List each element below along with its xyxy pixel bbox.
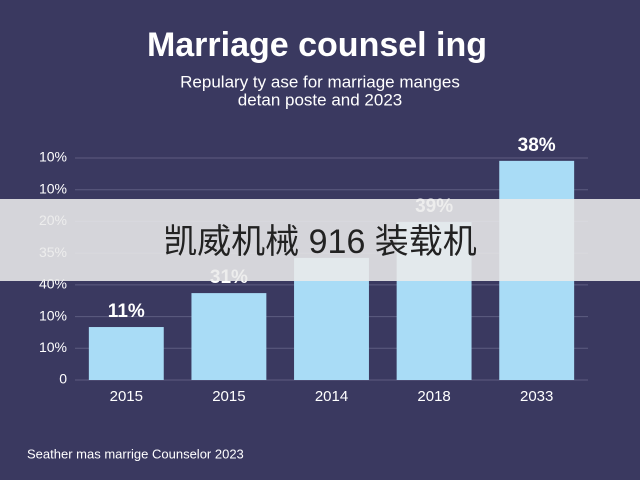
y-tick-label: 10%: [39, 307, 67, 323]
overlay: 凯威机械 916 装载机: [0, 199, 640, 281]
bar: [88, 327, 164, 380]
chart-subtitle: Repulary ty ase for marriage manges: [180, 72, 460, 91]
bar: [191, 293, 267, 380]
x-tick-label: 2014: [315, 388, 348, 405]
x-tick-label: 2018: [417, 388, 450, 405]
y-tick-label: 10%: [39, 149, 67, 165]
x-tick-label: 2015: [110, 388, 143, 405]
chart-subtitle: detan poste and 2023: [238, 90, 402, 109]
banner-band: [0, 199, 640, 281]
x-tick-label: 2015: [212, 388, 245, 405]
banner-text: 凯威机械 916 装载机: [163, 223, 477, 261]
x-tick-label: 2033: [520, 388, 553, 405]
data-label: 38%: [518, 135, 556, 156]
chart-title: Marriage counsel ing: [147, 26, 487, 64]
source-note: Seather mas marrige Counselor 2023: [27, 446, 244, 461]
y-tick-label: 10%: [39, 180, 67, 196]
data-label: 11%: [108, 301, 145, 322]
y-tick-label: 0: [59, 371, 67, 387]
y-tick-label: 10%: [39, 339, 67, 355]
